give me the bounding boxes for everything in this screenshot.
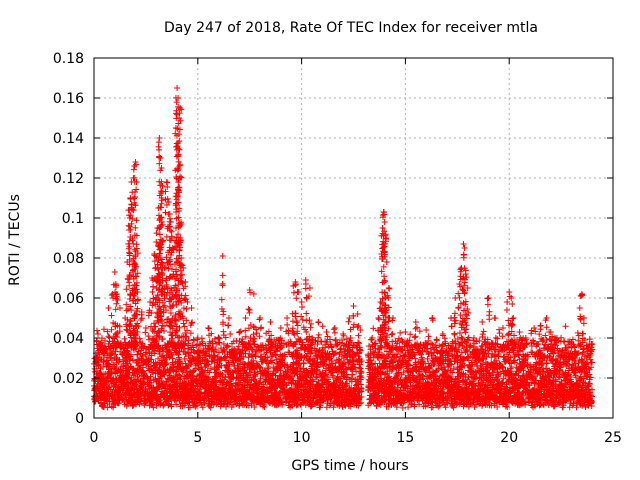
- data-point: [388, 331, 395, 338]
- data-point: [315, 334, 322, 341]
- data-point: [111, 363, 118, 370]
- data-point: [184, 381, 191, 388]
- data-point: [149, 401, 156, 408]
- data-point: [237, 328, 244, 335]
- data-point: [104, 404, 111, 411]
- data-point: [175, 376, 182, 383]
- data-point: [108, 326, 115, 333]
- data-point: [189, 341, 196, 348]
- data-point: [126, 356, 133, 363]
- data-point: [253, 330, 260, 337]
- data-point: [183, 363, 190, 370]
- data-point: [155, 355, 162, 362]
- data-point: [136, 401, 143, 408]
- data-point: [190, 337, 197, 344]
- data-point: [176, 372, 183, 379]
- data-point: [163, 360, 170, 367]
- data-point: [121, 335, 128, 342]
- data-point: [119, 395, 126, 402]
- data-point: [175, 371, 182, 378]
- data-point: [101, 354, 108, 361]
- data-point: [144, 374, 151, 381]
- data-point: [177, 375, 184, 382]
- data-point: [166, 346, 173, 353]
- data-point: [150, 369, 157, 376]
- data-point: [186, 398, 193, 405]
- data-point: [150, 404, 157, 411]
- data-point: [161, 367, 168, 374]
- data-point: [108, 350, 115, 357]
- data-point: [173, 368, 180, 375]
- data-point: [128, 351, 135, 358]
- data-point: [476, 337, 483, 344]
- data-point: [95, 361, 102, 368]
- data-point: [458, 334, 465, 341]
- data-point: [93, 327, 100, 334]
- data-point: [134, 351, 141, 358]
- data-point: [94, 331, 101, 338]
- data-point: [124, 348, 131, 355]
- data-point: [134, 373, 141, 380]
- data-point: [147, 373, 154, 380]
- data-point: [127, 364, 134, 371]
- data-point: [294, 322, 301, 329]
- data-point: [121, 392, 128, 399]
- data-point: [173, 401, 180, 408]
- data-point: [166, 398, 173, 405]
- data-point: [192, 403, 199, 410]
- data-point: [224, 343, 231, 350]
- data-point: [480, 328, 487, 335]
- data-point: [116, 356, 123, 363]
- data-point: [100, 326, 107, 333]
- data-point: [168, 352, 175, 359]
- data-point: [141, 402, 148, 409]
- chart-title: Day 247 of 2018, Rate Of TEC Index for r…: [164, 20, 538, 36]
- data-point: [130, 372, 137, 379]
- data-point: [397, 329, 404, 336]
- data-point: [145, 357, 152, 364]
- data-point: [167, 350, 174, 357]
- data-point: [175, 351, 182, 358]
- data-point: [93, 338, 100, 345]
- data-point: [142, 371, 149, 378]
- data-point: [176, 348, 183, 355]
- data-point: [131, 381, 138, 388]
- data-points: [90, 85, 596, 411]
- data-point: [188, 360, 195, 367]
- data-point: [186, 404, 193, 411]
- data-point: [181, 355, 188, 362]
- data-point: [130, 357, 137, 364]
- data-point: [496, 330, 503, 337]
- data-point: [195, 365, 202, 372]
- data-point: [151, 350, 158, 357]
- data-point: [300, 360, 307, 367]
- data-point: [145, 333, 152, 340]
- data-point: [116, 386, 123, 393]
- data-point: [171, 373, 178, 380]
- data-point: [175, 354, 182, 361]
- data-point: [101, 337, 108, 344]
- data-point: [144, 375, 151, 382]
- data-point: [139, 352, 146, 359]
- data-point: [148, 380, 155, 387]
- data-point: [319, 323, 326, 330]
